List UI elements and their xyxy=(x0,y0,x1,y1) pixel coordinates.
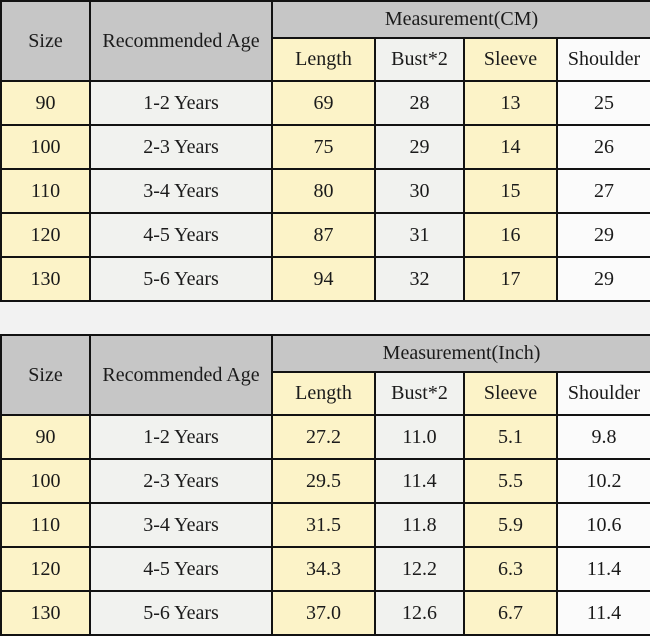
shoulder-cell: 29 xyxy=(555,212,650,258)
age-cell: 5-6 Years xyxy=(89,590,273,636)
table-row: 130 5-6 Years 94 32 17 29 xyxy=(0,256,650,302)
length-cell: 94 xyxy=(271,256,376,302)
bust-cell: 12.2 xyxy=(374,546,465,592)
sleeve-cell: 6.3 xyxy=(463,546,558,592)
sleeve-cell: 6.7 xyxy=(463,590,558,636)
table-row: 110 3-4 Years 80 30 15 27 xyxy=(0,168,650,214)
bust-column-header: Bust*2 xyxy=(374,37,465,82)
length-cell: 87 xyxy=(271,212,376,258)
length-cell: 80 xyxy=(271,168,376,214)
shoulder-cell: 10.6 xyxy=(555,502,650,548)
table-row: 120 4-5 Years 34.3 12.2 6.3 11.4 xyxy=(0,546,650,592)
bust-cell: 11.4 xyxy=(374,458,465,504)
sleeve-cell: 5.1 xyxy=(463,414,558,460)
shoulder-cell: 9.8 xyxy=(555,414,650,460)
length-cell: 29.5 xyxy=(271,458,376,504)
bust-cell: 31 xyxy=(374,212,465,258)
age-column-header: Recommended Age xyxy=(89,0,273,82)
bust-cell: 32 xyxy=(374,256,465,302)
shoulder-column-header: Shoulder xyxy=(555,371,650,416)
age-cell: 3-4 Years xyxy=(89,502,273,548)
size-cell: 130 xyxy=(0,590,91,636)
length-cell: 37.0 xyxy=(271,590,376,636)
size-column-header: Size xyxy=(0,334,91,416)
measurement-group-header: Measurement(CM) xyxy=(270,0,650,39)
measurement-group-header: Measurement(Inch) xyxy=(270,334,650,373)
bust-column-header: Bust*2 xyxy=(374,371,465,416)
size-chart-inch-table: Size Recommended Age Measurement(Inch) L… xyxy=(0,334,650,636)
age-cell: 5-6 Years xyxy=(89,256,273,302)
shoulder-cell: 26 xyxy=(555,124,650,170)
length-cell: 31.5 xyxy=(271,502,376,548)
sleeve-cell: 5.5 xyxy=(463,458,558,504)
age-cell: 2-3 Years xyxy=(89,124,273,170)
length-cell: 34.3 xyxy=(271,546,376,592)
bust-cell: 30 xyxy=(374,168,465,214)
size-chart-cm-table: Size Recommended Age Measurement(CM) Len… xyxy=(0,0,650,302)
length-cell: 69 xyxy=(271,80,376,126)
sleeve-cell: 16 xyxy=(463,212,558,258)
age-cell: 1-2 Years xyxy=(89,414,273,460)
table-row: 100 2-3 Years 29.5 11.4 5.5 10.2 xyxy=(0,458,650,504)
length-cell: 75 xyxy=(271,124,376,170)
shoulder-cell: 11.4 xyxy=(555,590,650,636)
size-column-header: Size xyxy=(0,0,91,82)
bust-cell: 29 xyxy=(374,124,465,170)
sleeve-cell: 15 xyxy=(463,168,558,214)
shoulder-column-header: Shoulder xyxy=(555,37,650,82)
age-cell: 4-5 Years xyxy=(89,546,273,592)
shoulder-cell: 27 xyxy=(555,168,650,214)
bust-cell: 11.0 xyxy=(374,414,465,460)
table-row: 110 3-4 Years 31.5 11.8 5.9 10.6 xyxy=(0,502,650,548)
table-row: 120 4-5 Years 87 31 16 29 xyxy=(0,212,650,258)
sleeve-cell: 13 xyxy=(463,80,558,126)
table-row: 90 1-2 Years 69 28 13 25 xyxy=(0,80,650,126)
shoulder-cell: 10.2 xyxy=(555,458,650,504)
sleeve-cell: 14 xyxy=(463,124,558,170)
length-column-header: Length xyxy=(271,37,376,82)
size-cell: 130 xyxy=(0,256,91,302)
size-cell: 110 xyxy=(0,502,91,548)
age-cell: 2-3 Years xyxy=(89,458,273,504)
table-row: 130 5-6 Years 37.0 12.6 6.7 11.4 xyxy=(0,590,650,636)
size-cell: 110 xyxy=(0,168,91,214)
size-cell: 90 xyxy=(0,414,91,460)
age-cell: 1-2 Years xyxy=(89,80,273,126)
size-cell: 120 xyxy=(0,546,91,592)
shoulder-cell: 25 xyxy=(555,80,650,126)
shoulder-cell: 29 xyxy=(555,256,650,302)
age-column-header: Recommended Age xyxy=(89,334,273,416)
length-column-header: Length xyxy=(271,371,376,416)
sleeve-column-header: Sleeve xyxy=(463,37,558,82)
table-spacer xyxy=(0,302,650,334)
size-cell: 100 xyxy=(0,124,91,170)
bust-cell: 12.6 xyxy=(374,590,465,636)
table-row: 90 1-2 Years 27.2 11.0 5.1 9.8 xyxy=(0,414,650,460)
age-cell: 4-5 Years xyxy=(89,212,273,258)
size-cell: 90 xyxy=(0,80,91,126)
bust-cell: 11.8 xyxy=(374,502,465,548)
sleeve-column-header: Sleeve xyxy=(463,371,558,416)
length-cell: 27.2 xyxy=(271,414,376,460)
shoulder-cell: 11.4 xyxy=(555,546,650,592)
size-cell: 120 xyxy=(0,212,91,258)
size-cell: 100 xyxy=(0,458,91,504)
sleeve-cell: 5.9 xyxy=(463,502,558,548)
table-row: 100 2-3 Years 75 29 14 26 xyxy=(0,124,650,170)
age-cell: 3-4 Years xyxy=(89,168,273,214)
sleeve-cell: 17 xyxy=(463,256,558,302)
bust-cell: 28 xyxy=(374,80,465,126)
